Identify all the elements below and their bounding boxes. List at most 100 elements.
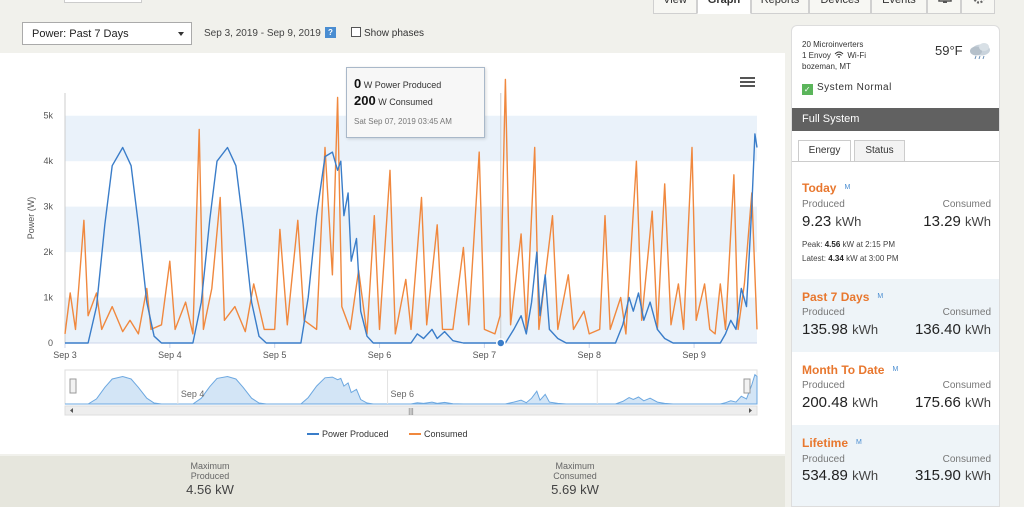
monitor-icon[interactable] — [927, 0, 961, 14]
hover-marker — [496, 338, 506, 348]
x-tick-label: Sep 3 — [53, 350, 77, 360]
m-badge: M — [844, 184, 851, 191]
lifetime-section: Lifetime M Produced Consumed 534.89 kWh 3… — [792, 425, 999, 506]
navigator-series — [65, 373, 758, 405]
show-phases-checkbox[interactable] — [351, 27, 361, 37]
y-tick-label: 0 — [48, 338, 53, 348]
tab-graph[interactable]: Graph — [697, 0, 751, 14]
x-tick-label: Sep 6 — [368, 350, 392, 360]
navigator-right-handle[interactable] — [743, 378, 751, 394]
today-peak: Peak: 4.56 kW at 2:15 PM — [802, 240, 895, 249]
max-consumed-label: Maximum Consumed — [553, 461, 597, 481]
top-left-tab[interactable] — [64, 0, 142, 3]
tooltip-produced-value: 0 — [354, 76, 362, 91]
tooltip-produced-label: W Power Produced — [363, 80, 442, 90]
lifetime-produced-label: Produced — [802, 454, 845, 465]
past7-produced-value: 135.98 — [802, 321, 848, 338]
tab-energy[interactable]: Energy — [798, 140, 851, 162]
y-tick-label: 4k — [43, 156, 53, 166]
today-title-text: Today — [802, 181, 837, 195]
latest-prefix: Latest: — [802, 254, 827, 263]
power-produced-series-line — [65, 133, 758, 344]
show-phases-label[interactable]: Show phases — [364, 28, 425, 39]
month-consumed-value: 175.66 — [914, 394, 961, 411]
today-consumed-label: Consumed — [942, 199, 991, 210]
past7-produced-unit: kWh — [852, 322, 879, 337]
power-range-select-value: Power: Past 7 Days — [32, 28, 129, 40]
lifetime-produced: 534.89 kWh — [802, 467, 878, 484]
power-range-select[interactable]: Power: Past 7 Days — [22, 22, 192, 45]
scroll-right-icon — [749, 408, 752, 413]
navigator-scrollbar[interactable] — [64, 405, 758, 416]
today-section: Today M Produced Consumed 9.23 kWh 13.29 … — [792, 171, 999, 276]
today-produced-label: Produced — [802, 199, 845, 210]
past7-title-text: Past 7 Days — [802, 290, 870, 304]
tab-status[interactable]: Status — [854, 140, 905, 162]
scroll-left-icon — [70, 408, 73, 413]
chart-tooltip: 0 W Power Produced 200 W Consumed Sat Se… — [346, 67, 485, 138]
gear-icon[interactable] — [961, 0, 995, 14]
month-consumed-unit: kWh — [965, 395, 991, 410]
y-tick-label: 3k — [43, 202, 53, 212]
consumed-series-line — [64, 78, 758, 335]
x-tick-label: Sep 9 — [682, 350, 706, 360]
month-consumed-label: Consumed — [942, 380, 991, 391]
month-title: Month To Date M — [802, 363, 898, 377]
tooltip-consumed-value: 200 — [354, 93, 376, 108]
max-produced-value: 4.56 kW — [186, 482, 234, 497]
grid-band — [65, 297, 757, 343]
past7-section: Past 7 Days M Produced Consumed 135.98 kW… — [792, 279, 999, 352]
tooltip-time: Sat Sep 07, 2019 03:45 AM — [354, 117, 452, 126]
today-consumed-unit: kWh — [965, 214, 991, 229]
navigator-label: Sep 4 — [181, 389, 205, 399]
month-produced-label: Produced — [802, 380, 845, 391]
lifetime-consumed: 315.90 kWh — [915, 467, 991, 484]
max-consumed-stat: Maximum Consumed 5.69 kW — [525, 461, 625, 497]
lifetime-title-text: Lifetime — [802, 436, 849, 450]
past7-consumed-label: Consumed — [942, 307, 991, 318]
system-status-text: System Normal — [817, 82, 892, 93]
past7-consumed: 136.40 kWh — [915, 321, 991, 338]
y-tick-label: 5k — [43, 111, 53, 121]
chart-menu-icon[interactable] — [740, 77, 755, 89]
past7-produced: 135.98 kWh — [802, 321, 878, 338]
tab-reports[interactable]: Reports — [751, 0, 809, 14]
x-tick-label: Sep 4 — [158, 350, 182, 360]
weather-temperature: 59°F — [935, 43, 963, 58]
tab-events[interactable]: Events — [871, 0, 927, 14]
wifi-icon — [834, 51, 844, 58]
peak-suffix: kW at 2:15 PM — [842, 240, 895, 249]
y-tick-label: 1k — [43, 293, 53, 303]
today-produced-value: 9.23 — [802, 213, 832, 230]
peak-value: 4.56 — [824, 240, 841, 249]
lifetime-title: Lifetime M — [802, 436, 862, 450]
m-badge: M — [856, 439, 862, 446]
legend-produced-label: Power Produced — [322, 429, 389, 439]
tab-view[interactable]: View — [653, 0, 697, 14]
stats-bar: Maximum Produced 4.56 kW Maximum Consume… — [0, 456, 785, 507]
site-envoy-line: 1 Envoy Wi-Fi — [802, 50, 866, 61]
site-info: 20 Microinverters 1 Envoy Wi-Fi bozeman,… — [802, 39, 866, 72]
help-icon[interactable]: ? — [325, 27, 336, 38]
month-consumed: 175.66 kWh — [915, 394, 991, 411]
tab-devices[interactable]: Devices — [809, 0, 871, 14]
x-tick-label: Sep 7 — [473, 350, 497, 360]
today-title: Today M — [802, 181, 850, 195]
latest-suffix: kW at 3:00 PM — [846, 254, 899, 263]
lifetime-consumed-unit: kWh — [965, 468, 991, 483]
today-produced-unit: kWh — [835, 214, 862, 229]
site-wifi: Wi-Fi — [847, 51, 867, 60]
legend-consumed-label: Consumed — [424, 429, 468, 439]
month-title-text: Month To Date — [802, 363, 885, 377]
scrollbar-grip-icon: ||| — [408, 409, 414, 416]
x-tick-label: Sep 8 — [577, 350, 601, 360]
today-consumed: 13.29 kWh — [923, 213, 991, 230]
site-microinverters: 20 Microinverters — [802, 40, 864, 49]
peak-prefix: Peak: — [802, 240, 823, 249]
navigator-label: Sep 6 — [391, 389, 415, 399]
today-latest: Latest: 4.34 kW at 3:00 PM — [802, 254, 899, 263]
past7-title: Past 7 Days M — [802, 290, 883, 304]
past7-produced-label: Produced — [802, 307, 845, 318]
navigator-left-handle[interactable] — [69, 378, 77, 394]
site-location: bozeman, MT — [802, 62, 851, 71]
